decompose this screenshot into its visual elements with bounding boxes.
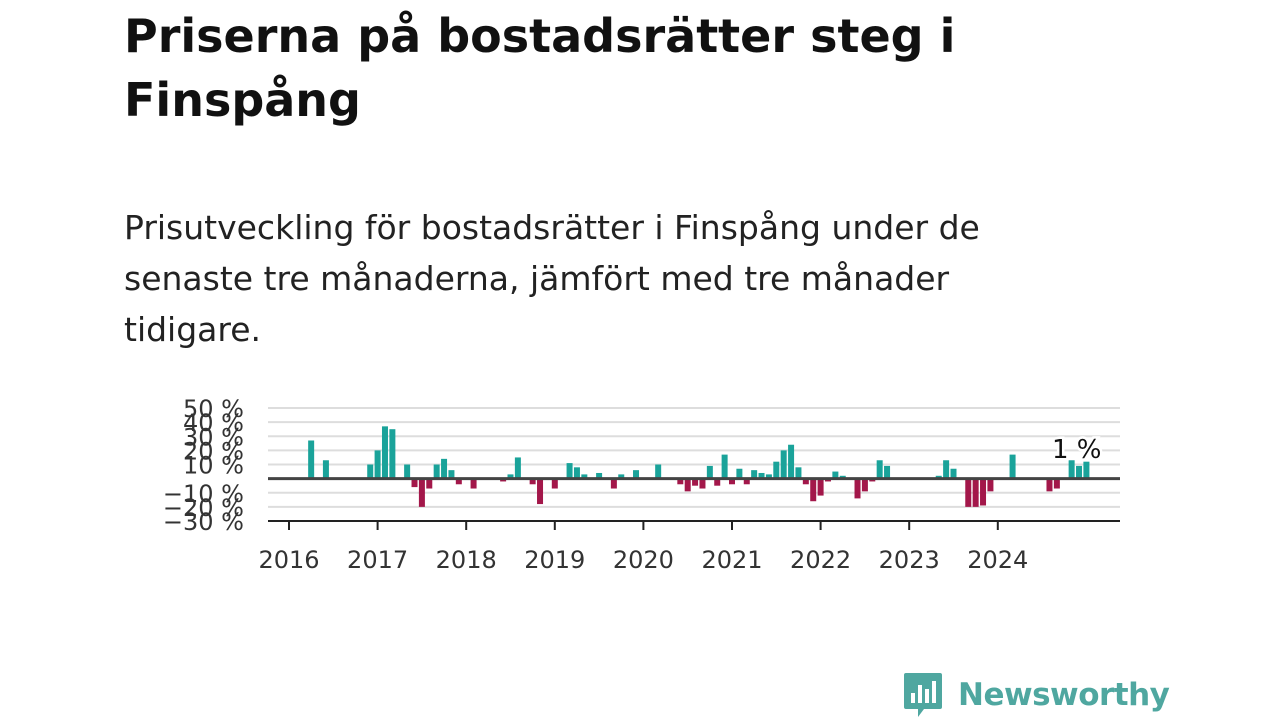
bar — [810, 478, 817, 502]
bar — [684, 478, 691, 492]
bar — [721, 454, 728, 479]
bar — [950, 468, 957, 479]
bar — [573, 467, 580, 479]
bar — [788, 444, 795, 479]
bar — [1009, 454, 1016, 479]
bar — [426, 478, 433, 489]
bar — [817, 478, 824, 496]
bar — [566, 463, 573, 479]
bar — [699, 478, 706, 489]
bar — [1083, 461, 1090, 479]
bar — [529, 478, 536, 485]
bar — [1076, 465, 1083, 479]
x-tick-label: 2024 — [967, 546, 1028, 574]
bar — [470, 478, 477, 489]
bar — [551, 478, 558, 489]
newsworthy-logo-icon — [904, 673, 942, 717]
bar — [972, 478, 979, 507]
bar — [367, 464, 374, 479]
bar — [758, 472, 765, 479]
y-tick-label: 10 % — [183, 452, 244, 480]
bar — [677, 478, 684, 485]
bar — [884, 465, 891, 479]
bar — [418, 478, 425, 507]
bar — [861, 478, 868, 492]
y-tick-label: −20 % — [163, 494, 244, 522]
bar — [854, 478, 861, 499]
bar — [596, 472, 603, 479]
bar — [736, 468, 743, 479]
bar — [1053, 478, 1060, 489]
bar — [514, 457, 521, 479]
bar — [729, 478, 735, 485]
x-tick-label: 2016 — [258, 546, 319, 574]
bar — [987, 478, 994, 492]
bar — [374, 450, 381, 479]
y-tick-label: 40 % — [183, 409, 244, 437]
bar — [618, 474, 625, 479]
x-tick-label: 2021 — [701, 546, 762, 574]
bar — [743, 478, 750, 485]
y-tick-label: −10 % — [163, 480, 244, 508]
bar — [581, 474, 588, 479]
bar — [714, 478, 721, 486]
bar — [773, 461, 780, 479]
bar — [441, 458, 448, 479]
y-tick-label: 50 % — [183, 395, 244, 423]
x-tick-label: 2018 — [436, 546, 497, 574]
y-tick-label: −30 % — [163, 508, 244, 536]
bar — [389, 429, 396, 479]
bar — [980, 478, 987, 506]
x-tick-label: 2022 — [790, 546, 851, 574]
x-tick-label: 2017 — [347, 546, 408, 574]
chart-subtitle: Prisutveckling för bostadsrätter i Finsp… — [124, 208, 980, 349]
chart-title: Priserna på bostadsrätter steg i Finspån… — [124, 9, 956, 127]
bar — [455, 478, 462, 485]
bar — [1046, 478, 1053, 492]
bar — [633, 470, 640, 479]
bar — [610, 478, 617, 489]
x-tick-label: 2023 — [879, 546, 940, 574]
bar — [751, 470, 758, 479]
bar — [433, 464, 440, 479]
x-tick-label: 2020 — [613, 546, 674, 574]
bar — [448, 470, 455, 479]
bar — [765, 474, 772, 479]
bar — [706, 465, 713, 479]
bar — [537, 478, 544, 505]
bar — [655, 464, 662, 479]
brand-name: Newsworthy — [958, 677, 1170, 713]
bar — [876, 460, 883, 479]
bar — [943, 460, 950, 479]
bar — [795, 467, 802, 479]
bar — [832, 471, 839, 479]
bar — [1068, 460, 1075, 479]
y-tick-label: 30 % — [183, 423, 244, 451]
bar — [780, 450, 787, 479]
bar — [322, 460, 329, 479]
bar — [411, 478, 418, 488]
bar — [802, 478, 809, 485]
y-tick-label: 20 % — [183, 437, 244, 465]
newsworthy-logo[interactable]: Newsworthy — [902, 670, 1170, 720]
bar — [507, 474, 514, 479]
bar — [404, 464, 411, 479]
bar — [965, 478, 972, 507]
last-value-annotation: 1 % — [1052, 435, 1102, 465]
bar — [692, 478, 699, 486]
bar — [381, 426, 388, 479]
x-tick-label: 2019 — [524, 546, 585, 574]
bar — [308, 440, 315, 479]
